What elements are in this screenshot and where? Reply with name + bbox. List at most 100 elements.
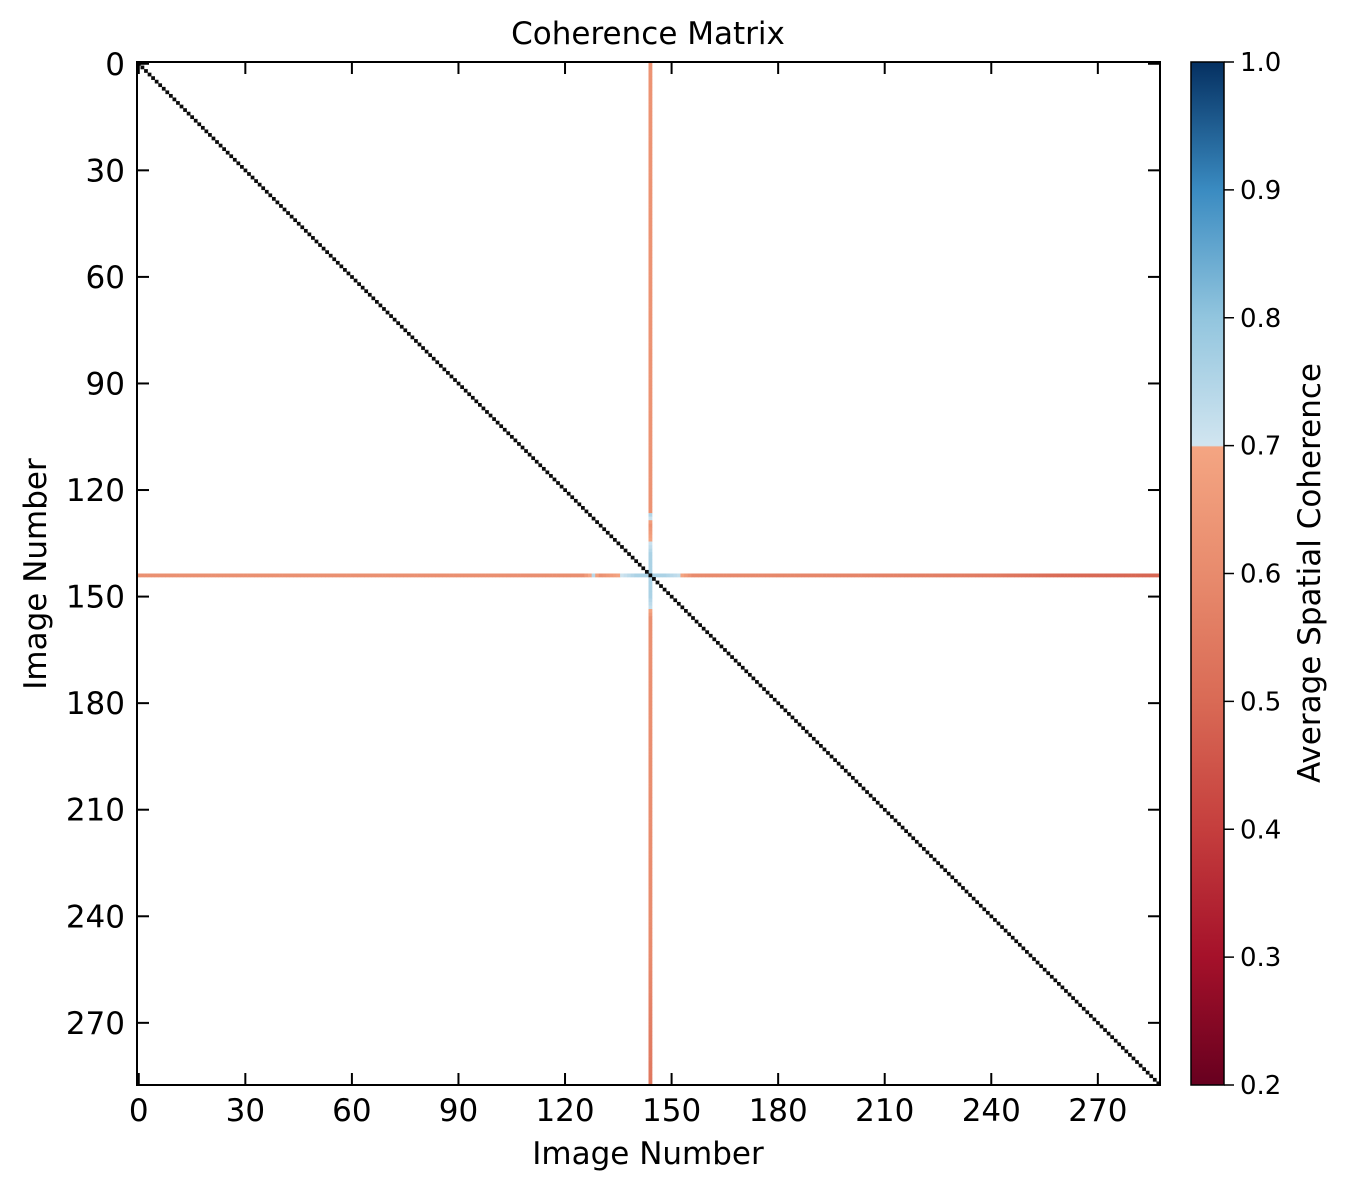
column-cell xyxy=(648,165,653,169)
row-cell xyxy=(893,573,898,578)
column-cell xyxy=(648,488,653,493)
diagonal-cell xyxy=(1000,925,1004,929)
column-cell xyxy=(648,651,653,656)
diagonal-cell xyxy=(1106,1031,1111,1036)
row-cell xyxy=(605,573,610,578)
diagonal-cell xyxy=(279,204,283,208)
diagonal-cell xyxy=(200,125,205,130)
row-cell xyxy=(1071,573,1076,578)
row-cell xyxy=(470,573,475,578)
diagonal-cell xyxy=(190,115,195,120)
column-cell xyxy=(648,1003,653,1008)
column-cell xyxy=(648,644,653,649)
column-cell xyxy=(648,605,653,610)
diagonal-cell xyxy=(1120,1045,1125,1050)
diagonal-cell xyxy=(1135,1060,1139,1064)
colorbar-tick-label: 0.4 xyxy=(1240,815,1281,845)
column-cell xyxy=(648,477,653,482)
diagonal-cell xyxy=(723,648,727,652)
diagonal-cell xyxy=(431,356,436,361)
diagonal-cell xyxy=(250,175,255,180)
column-cell xyxy=(648,285,653,290)
diagonal-cell xyxy=(666,591,671,596)
diagonal-cell xyxy=(911,836,916,841)
row-cell xyxy=(193,573,198,578)
row-cell xyxy=(591,573,596,578)
diagonal-cell xyxy=(552,477,557,482)
row-cell xyxy=(161,573,166,578)
row-cell xyxy=(1152,573,1157,578)
column-cell xyxy=(648,825,653,830)
diagonal-cell xyxy=(328,253,333,258)
row-cell xyxy=(371,573,376,578)
row-cell xyxy=(1106,573,1111,578)
column-cell xyxy=(648,712,653,716)
row-cell xyxy=(687,573,692,578)
diagonal-cell xyxy=(797,722,802,727)
column-cell xyxy=(648,523,653,528)
column-cell xyxy=(648,264,653,269)
column-cell xyxy=(648,371,653,375)
row-cell xyxy=(1110,573,1115,578)
diagonal-cell xyxy=(275,200,280,205)
column-cell xyxy=(648,989,653,993)
column-cell xyxy=(648,839,653,844)
column-cell xyxy=(648,122,653,127)
y-tick-label: 270 xyxy=(66,1006,125,1042)
row-cell xyxy=(520,573,525,578)
diagonal-cell xyxy=(502,427,507,432)
x-tick-label: 30 xyxy=(226,1093,265,1129)
diagonal-cell xyxy=(378,303,383,308)
row-cell xyxy=(637,573,642,578)
column-cell xyxy=(648,459,653,464)
diagonal-cell xyxy=(179,104,184,109)
row-cell xyxy=(737,573,742,578)
row-cell xyxy=(581,573,585,578)
column-cell xyxy=(648,797,653,802)
row-cell xyxy=(1117,573,1122,578)
diagonal-cell xyxy=(985,910,990,915)
diagonal-cell xyxy=(964,889,969,894)
row-cell xyxy=(1056,573,1061,578)
diagonal-cell xyxy=(890,815,894,819)
diagonal-cell xyxy=(293,218,298,223)
diagonal-cell xyxy=(758,683,763,688)
diagonal-cell xyxy=(776,701,781,706)
diagonal-cell xyxy=(470,395,475,400)
row-cell xyxy=(240,573,244,578)
column-cell xyxy=(648,1056,653,1061)
column-cell xyxy=(648,346,653,351)
diagonal-cell xyxy=(1092,1017,1097,1022)
y-tick-label: 180 xyxy=(66,686,125,722)
column-cell xyxy=(648,900,653,905)
diagonal-cell xyxy=(648,573,653,578)
diagonal-cell xyxy=(886,811,891,816)
column-cell xyxy=(648,882,653,887)
row-cell xyxy=(758,573,763,578)
row-cell xyxy=(673,573,678,578)
column-cell xyxy=(648,253,653,258)
row-cell xyxy=(300,573,305,578)
column-cell xyxy=(648,747,653,752)
diagonal-cell xyxy=(478,403,482,407)
column-cell xyxy=(648,999,653,1004)
diagonal-cell xyxy=(1081,1006,1086,1011)
column-cell xyxy=(648,157,653,162)
colorbar xyxy=(1191,62,1224,1085)
diagonal-cell xyxy=(929,854,933,858)
diagonal-cell xyxy=(1014,939,1019,944)
diagonal-cell xyxy=(914,839,919,844)
row-cell xyxy=(456,573,461,578)
column-cell xyxy=(648,339,653,343)
diagonal-cell xyxy=(303,228,308,233)
diagonal-cell xyxy=(684,609,688,613)
column-cell xyxy=(648,502,653,507)
column-cell xyxy=(648,548,653,553)
row-cell xyxy=(723,573,727,578)
diagonal-cell xyxy=(218,143,223,148)
column-cell xyxy=(648,950,653,954)
diagonal-cell xyxy=(808,733,813,738)
row-cell xyxy=(1103,573,1108,578)
diagonal-cell xyxy=(879,804,884,809)
